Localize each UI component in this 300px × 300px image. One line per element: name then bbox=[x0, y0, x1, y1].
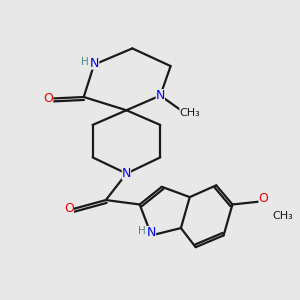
Text: N: N bbox=[90, 57, 99, 70]
Text: CH₃: CH₃ bbox=[272, 211, 293, 221]
Text: H: H bbox=[138, 226, 146, 236]
Text: CH₃: CH₃ bbox=[179, 108, 200, 118]
Text: H: H bbox=[81, 57, 88, 67]
Text: N: N bbox=[147, 226, 156, 239]
Text: O: O bbox=[44, 92, 53, 105]
Text: O: O bbox=[258, 192, 268, 205]
Text: O: O bbox=[64, 202, 74, 215]
Text: N: N bbox=[122, 167, 131, 180]
Text: N: N bbox=[156, 89, 165, 102]
